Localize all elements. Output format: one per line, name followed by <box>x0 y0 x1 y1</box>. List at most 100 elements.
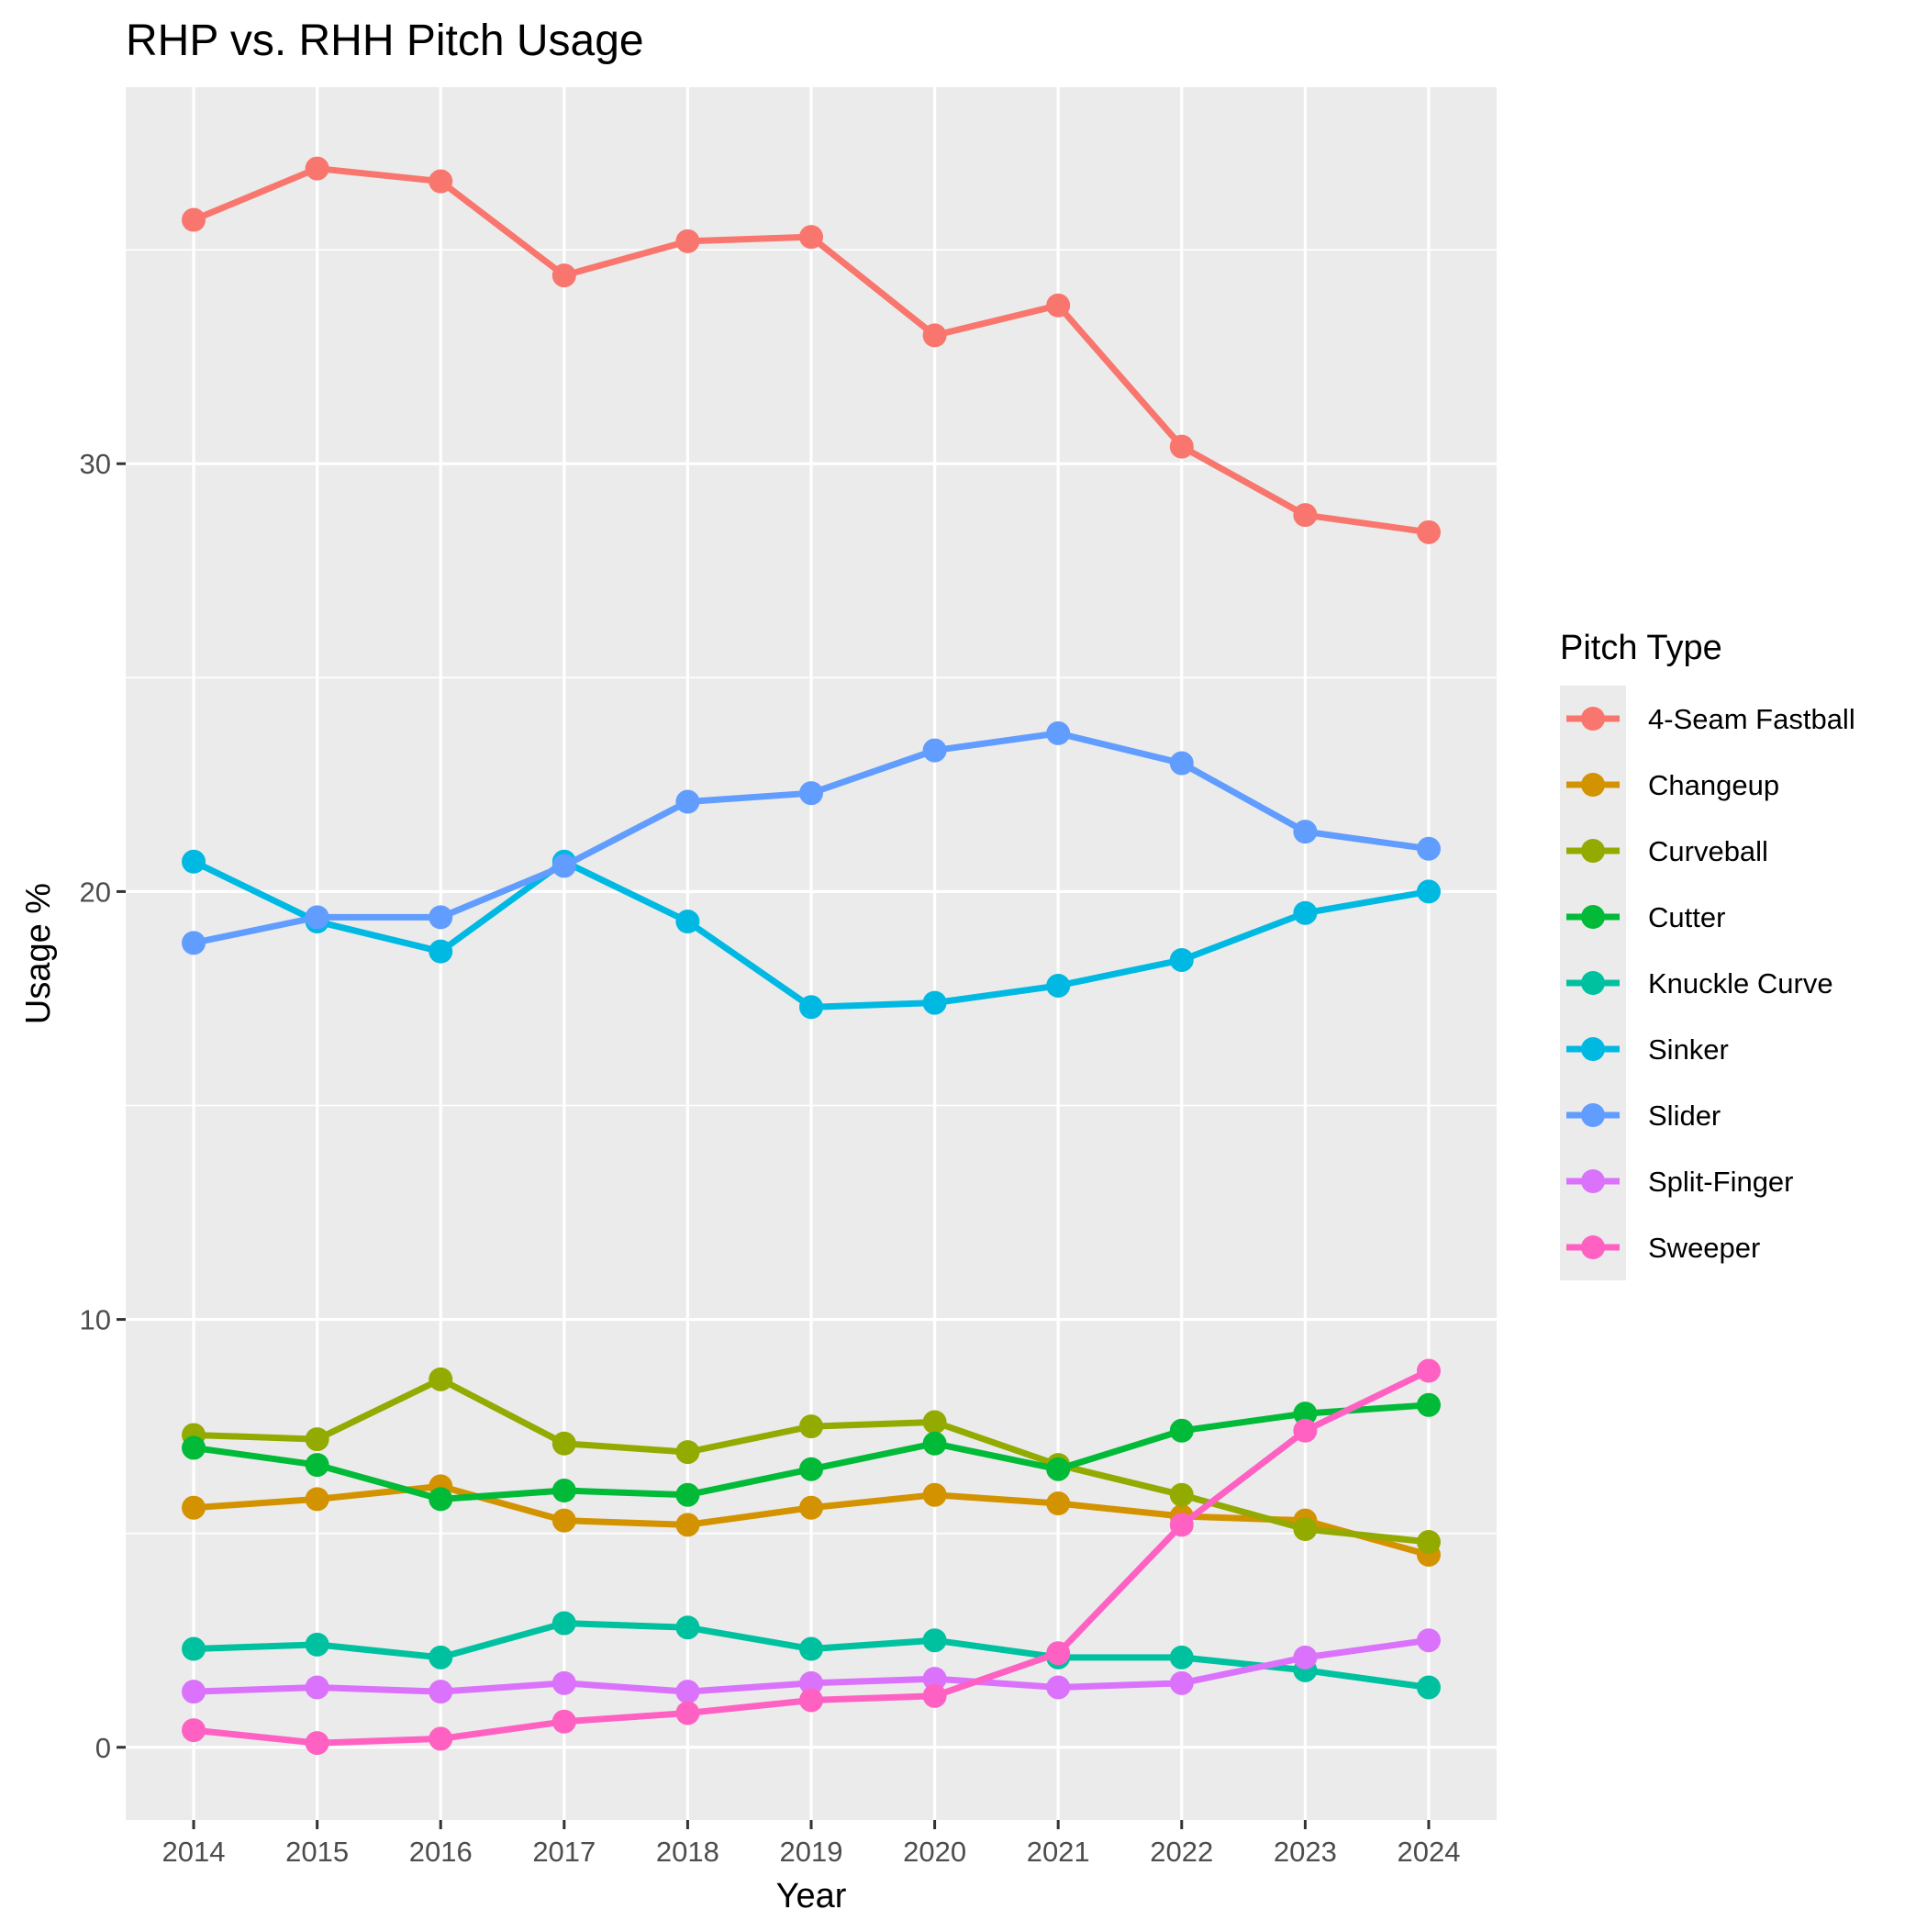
data-point-slider <box>675 789 700 814</box>
legend-item-4-seam-fastball: 4-Seam Fastball <box>1566 703 1855 735</box>
data-point-slider <box>1293 820 1318 844</box>
data-point-4-seam-fastball <box>1293 503 1318 528</box>
data-point-sinker <box>1169 947 1194 972</box>
series-split-finger <box>182 1628 1441 1704</box>
legend-key-point <box>1581 1235 1605 1259</box>
data-point-curveball <box>922 1410 947 1435</box>
data-point-4-seam-fastball <box>429 169 453 194</box>
legend-key-point <box>1581 1169 1605 1193</box>
series-sinker <box>182 849 1441 1020</box>
series-layer <box>182 156 1441 1756</box>
data-point-changeup <box>675 1513 700 1537</box>
data-point-sweeper <box>675 1701 700 1725</box>
data-point-cutter <box>1046 1457 1071 1481</box>
legend-label: Split-Finger <box>1648 1166 1794 1198</box>
data-point-cutter <box>675 1482 700 1507</box>
data-point-4-seam-fastball <box>799 225 823 250</box>
data-point-slider <box>922 738 947 763</box>
legend-item-sinker: Sinker <box>1566 1033 1729 1066</box>
x-tick-label: 2016 <box>409 1836 473 1868</box>
data-point-sinker <box>1046 973 1071 998</box>
series-4-seam-fastball <box>182 156 1441 544</box>
legend-item-slider: Slider <box>1566 1100 1721 1132</box>
legend-label: Curveball <box>1648 835 1768 867</box>
data-point-knuckle-curve <box>799 1636 823 1661</box>
data-point-cutter <box>1416 1392 1441 1417</box>
legend-label: Changeup <box>1648 769 1779 801</box>
data-point-slider <box>429 905 453 930</box>
data-point-sweeper <box>429 1726 453 1751</box>
data-point-4-seam-fastball <box>305 156 329 181</box>
data-point-knuckle-curve <box>1169 1645 1194 1670</box>
x-tick-label: 2015 <box>285 1836 349 1868</box>
y-tick-label: 0 <box>95 1732 111 1764</box>
data-point-sinker <box>1416 879 1441 904</box>
legend-item-knuckle-curve: Knuckle Curve <box>1566 967 1833 1000</box>
data-point-sinker <box>675 910 700 934</box>
data-point-cutter <box>305 1453 329 1478</box>
data-point-split-finger <box>305 1675 329 1700</box>
data-point-4-seam-fastball <box>182 207 206 232</box>
data-point-sweeper <box>1293 1418 1318 1443</box>
y-tick-label: 30 <box>80 448 111 480</box>
x-tick-label: 2014 <box>162 1836 226 1868</box>
legend-label: Sinker <box>1648 1033 1729 1066</box>
data-point-sweeper <box>922 1683 947 1708</box>
data-point-sweeper <box>182 1718 206 1743</box>
data-point-split-finger <box>551 1670 576 1695</box>
data-point-slider <box>1169 751 1194 776</box>
legend-item-curveball: Curveball <box>1566 835 1768 867</box>
data-point-4-seam-fastball <box>922 323 947 348</box>
legend-label: Cutter <box>1648 901 1725 933</box>
series-slider <box>182 720 1441 955</box>
legend: Pitch Type 4-Seam Fastball Changeup Curveb… <box>1560 629 1855 1280</box>
data-point-cutter <box>429 1487 453 1512</box>
data-point-split-finger <box>429 1680 453 1704</box>
x-axis-title: Year <box>776 1877 847 1915</box>
legend-key-point <box>1581 773 1605 797</box>
data-point-knuckle-curve <box>922 1628 947 1653</box>
legend-label: Slider <box>1648 1100 1721 1132</box>
x-tick-label: 2018 <box>656 1836 719 1868</box>
data-point-sweeper <box>1416 1358 1441 1383</box>
data-point-cutter <box>1293 1402 1318 1426</box>
data-point-sinker <box>182 849 206 874</box>
legend-label: 4-Seam Fastball <box>1648 703 1855 735</box>
data-point-slider <box>1046 720 1071 745</box>
data-point-sinker <box>1293 900 1318 925</box>
data-point-slider <box>551 854 576 878</box>
data-point-slider <box>305 905 329 930</box>
data-point-knuckle-curve <box>1416 1675 1441 1700</box>
legend-key-point <box>1581 707 1605 731</box>
data-point-split-finger <box>799 1670 823 1695</box>
data-point-curveball <box>429 1367 453 1391</box>
data-point-sweeper <box>551 1709 576 1734</box>
x-tick-label: 2021 <box>1027 1836 1090 1868</box>
data-point-sweeper <box>305 1731 329 1756</box>
data-point-split-finger <box>922 1667 947 1692</box>
x-tick-label: 2019 <box>780 1836 843 1868</box>
legend-key-point <box>1581 839 1605 863</box>
data-point-knuckle-curve <box>551 1611 576 1636</box>
data-point-sinker <box>922 990 947 1015</box>
data-point-changeup <box>799 1495 823 1520</box>
data-point-slider <box>799 781 823 806</box>
x-tick-label: 2022 <box>1150 1836 1213 1868</box>
chart-title: RHP vs. RHH Pitch Usage <box>126 17 644 65</box>
legend-title: Pitch Type <box>1560 629 1722 667</box>
legend-label: Sweeper <box>1648 1232 1760 1264</box>
y-tick-label: 10 <box>80 1304 111 1336</box>
data-point-slider <box>182 931 206 955</box>
data-point-sinker <box>799 995 823 1020</box>
series-sweeper <box>182 1358 1441 1756</box>
data-point-cutter <box>182 1435 206 1460</box>
y-axis-title: Usage % <box>19 883 58 1024</box>
data-point-changeup <box>922 1482 947 1507</box>
x-tick-label: 2017 <box>532 1836 596 1868</box>
data-point-curveball <box>675 1440 700 1465</box>
data-point-4-seam-fastball <box>1169 434 1194 459</box>
data-point-knuckle-curve <box>429 1645 453 1670</box>
legend-items: 4-Seam Fastball Changeup Curveball Cutter Kn… <box>1566 703 1855 1264</box>
data-point-curveball <box>305 1427 329 1452</box>
